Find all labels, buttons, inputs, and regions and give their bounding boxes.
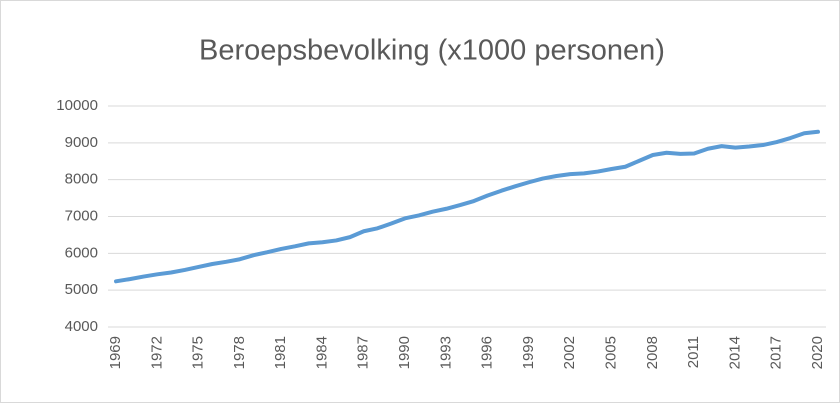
x-tick-label: 1969 bbox=[107, 336, 124, 369]
x-tick-label: 2002 bbox=[561, 336, 578, 369]
x-tick-label: 1993 bbox=[437, 336, 454, 369]
y-tick-label: 10000 bbox=[56, 97, 98, 114]
x-tick-label: 1978 bbox=[231, 336, 248, 369]
x-tick-label: 2005 bbox=[602, 336, 619, 369]
y-tick-label: 5000 bbox=[65, 281, 98, 298]
y-tick-label: 4000 bbox=[65, 318, 98, 335]
x-tick-label: 1981 bbox=[272, 336, 289, 369]
x-tick-label: 1975 bbox=[190, 336, 207, 369]
x-tick-label: 1999 bbox=[520, 336, 537, 369]
y-tick-label: 9000 bbox=[65, 134, 98, 151]
chart-title: Beroepsbevolking (x1000 personen) bbox=[199, 35, 665, 67]
x-tick-label: 2011 bbox=[685, 336, 702, 368]
x-tick-label: 2014 bbox=[726, 336, 743, 369]
x-tick-label: 2008 bbox=[644, 336, 661, 369]
x-tick-label: 1987 bbox=[355, 336, 372, 369]
x-tick-label: 1972 bbox=[148, 336, 165, 369]
x-tick-label: 2020 bbox=[809, 336, 826, 369]
x-tick-label: 1996 bbox=[479, 336, 496, 369]
y-tick-label: 8000 bbox=[65, 171, 98, 188]
data-line bbox=[114, 129, 820, 284]
x-tick-label: 1984 bbox=[313, 336, 330, 369]
y-tick-label: 7000 bbox=[65, 207, 98, 224]
y-tick-label: 6000 bbox=[65, 244, 98, 261]
x-tick-label: 1990 bbox=[396, 336, 413, 369]
x-tick-label: 2017 bbox=[768, 336, 785, 369]
